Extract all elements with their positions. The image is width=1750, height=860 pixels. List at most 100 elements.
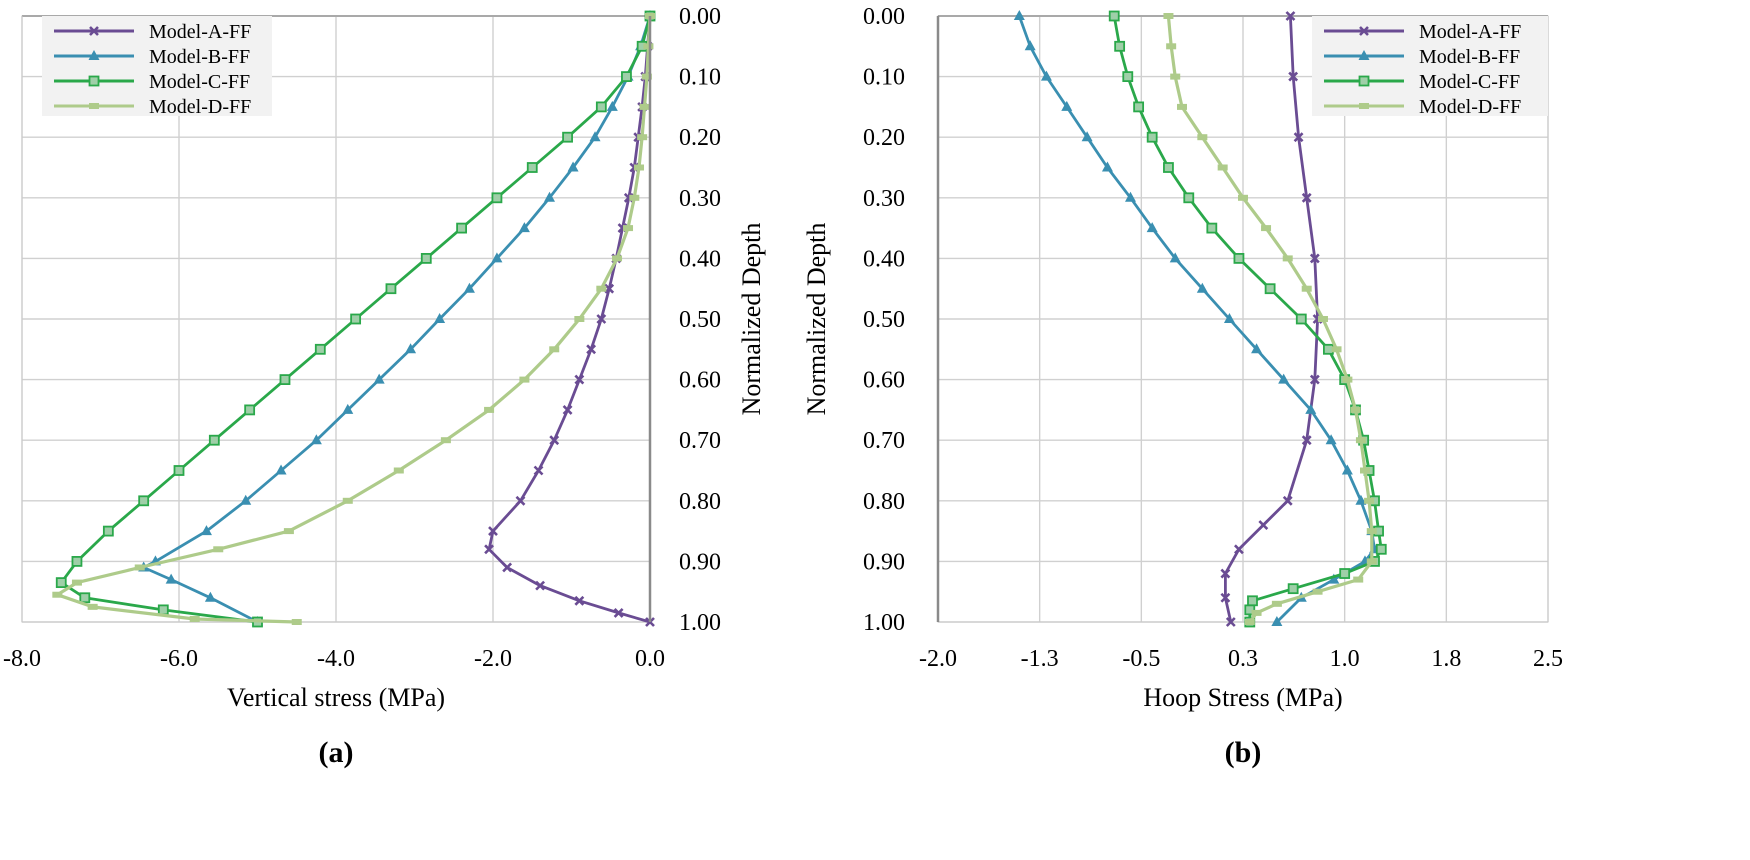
- panel-b-point-Model-D-FF-18: [1366, 558, 1377, 565]
- panel-b-point-Model-A-FF-2: [1293, 132, 1304, 143]
- panel-a-series-Model-D-FF: [52, 13, 655, 625]
- panel-b-point-Model-D-FF-3: [1177, 103, 1187, 110]
- panel-a-point-Model-C-FF-11: [314, 343, 326, 355]
- panel-a-y-tick-4: 0.40: [679, 246, 721, 272]
- panel-a-point-Model-A-FF-17: [488, 526, 498, 537]
- panel-a-point-Model-D-FF-6: [629, 194, 640, 201]
- panel-b-point-Model-D-FF-17: [1366, 528, 1377, 535]
- panel-b-point-Model-B-FF-11: [1251, 343, 1263, 354]
- panel-b-legend-marker-Model-A-FF: [1359, 26, 1369, 36]
- panel-a-series-line-Model-A-FF: [487, 15, 652, 624]
- panel-a-point-Model-C-FF-18: [71, 556, 83, 567]
- panel-a-series: [52, 10, 656, 628]
- panel-a-x-tick-2: -4.0: [317, 646, 355, 672]
- panel-b-point-Model-B-FF-9: [1196, 282, 1208, 293]
- panel-b-point-Model-D-FF-13: [1350, 406, 1361, 413]
- panel-b-point-Model-B-FF-15: [1341, 464, 1353, 475]
- panel-b-point-Model-B-FF-3: [1061, 100, 1073, 111]
- panel-b-series-Model-D-FF: [1163, 13, 1377, 625]
- panel-b-legend-label-Model-D-FF: Model-D-FF: [1419, 96, 1521, 118]
- panel-b-point-Model-B-FF-7: [1146, 222, 1158, 233]
- panel-b-point-Model-C-FF-8: [1233, 252, 1245, 264]
- panel-a-legend-label-Model-B-FF: Model-B-FF: [149, 46, 250, 68]
- panel-b-legend-label-Model-C-FF: Model-C-FF: [1419, 71, 1520, 93]
- panel-b-point-Model-B-FF-8: [1169, 252, 1181, 263]
- panel-a-point-Model-D-FF-11: [549, 346, 560, 353]
- panel-b-legend-box: [1312, 16, 1548, 116]
- panel-b-point-Model-B-FF-6: [1124, 191, 1136, 202]
- panel-a-legend: Model-A-FF Model-B-FF Model-C-FF Model-D-FF: [42, 16, 272, 118]
- panel-b-x-tick-2: -0.5: [1122, 646, 1160, 672]
- panel-a-point-Model-C-FF-8: [420, 252, 432, 264]
- panel-b-point-Model-B-FF-13: [1305, 403, 1317, 414]
- panel-b-point-Model-C-FF-10: [1295, 313, 1307, 325]
- panel-a-legend-entry-Model-B-FF: Model-B-FF: [54, 46, 250, 68]
- panel-a-point-Model-D-FF-1: [643, 43, 654, 50]
- panel-a-y-tick-1: 0.10: [679, 65, 721, 91]
- panel-b-legend-entry-Model-C-FF: Model-C-FF: [1324, 71, 1520, 93]
- panel-a-point-Model-D-FF-9: [596, 285, 607, 292]
- panel-a-point-Model-C-FF-4: [562, 131, 573, 143]
- panel-b-point-Model-D-FF-2: [1170, 73, 1181, 80]
- panel-b-point-Model-D-FF-7: [1261, 225, 1272, 232]
- panel-b-point-Model-C-FF-21: [1287, 583, 1299, 595]
- panel-b-point-Model-B-FF-20: [1328, 573, 1340, 584]
- panel-b-y-tick-8: 0.80: [863, 489, 905, 515]
- panel-a-point-Model-B-FF-10: [434, 313, 446, 323]
- panel-a-point-Model-C-FF-10: [350, 313, 362, 325]
- panel-b-point-Model-D-FF-0: [1163, 13, 1174, 19]
- panel-a-point-Model-C-FF-17: [102, 525, 114, 537]
- panel-b-y-axis-label: Normalized Depth: [802, 223, 831, 416]
- panel-a-point-Model-D-FF-13: [484, 406, 495, 413]
- panel-b-point-Model-D-FF-6: [1238, 194, 1248, 201]
- panel-b-point-Model-D-FF-23: [1244, 619, 1255, 625]
- panel-b-x-axis-label: Hoop Stress (MPa): [1143, 683, 1342, 712]
- panel-a-vertical-stress: -8.0 -6.0 -4.0 -2.0 0.0 0.00 0.10 0.20 0.30 0.40…: [3, 4, 766, 769]
- panel-a-point-Model-C-FF-2: [621, 71, 632, 82]
- panel-b-hoop-stress: -2.0 -1.3 -0.5 0.3 1.0 1.8 2.5 0.00 0.10 0.20 0.3…: [802, 4, 1563, 769]
- panel-a-point-Model-A-FF-10: [596, 314, 607, 324]
- panel-a-point-Model-C-FF-15: [173, 465, 185, 476]
- panel-a-point-Model-B-FF-15: [275, 464, 287, 475]
- panel-b-y-tick-3: 0.30: [863, 186, 905, 212]
- panel-a-point-Model-C-FF-20: [79, 592, 91, 604]
- panel-a-y-tick-7: 0.70: [679, 428, 721, 454]
- panel-b-legend-marker-Model-D-FF: [1359, 103, 1369, 109]
- panel-a-point-Model-D-FF-23: [189, 615, 200, 622]
- panel-b-y-tick-2: 0.20: [863, 125, 905, 151]
- panel-a-point-Model-B-FF-9: [463, 282, 475, 293]
- panel-a-y-tick-5: 0.50: [679, 307, 721, 333]
- panel-b-series-line-Model-D-FF: [1166, 15, 1374, 623]
- panel-a-point-Model-D-FF-8: [612, 255, 623, 262]
- panel-b-x-tick-4: 1.0: [1330, 646, 1360, 672]
- panel-b-legend-entry-Model-B-FF: Model-B-FF: [1324, 46, 1520, 68]
- panel-b-point-Model-C-FF-3: [1133, 101, 1145, 113]
- panel-b-point-Model-C-FF-18: [1375, 543, 1387, 555]
- panel-a-legend-entry-Model-A-FF: Model-A-FF: [54, 21, 251, 43]
- panel-a-point-Model-C-FF-9: [385, 283, 397, 295]
- panel-a-y-axis-label: Normalized Depth: [737, 223, 766, 416]
- panel-a-point-Model-D-FF-10: [574, 316, 585, 322]
- panel-a-y-tick-0: 0.00: [679, 4, 721, 30]
- panel-a-point-Model-D-FF-21: [52, 591, 63, 598]
- panel-b-legend-entry-Model-A-FF: Model-A-FF: [1324, 21, 1521, 43]
- panel-b-y-tick-0: 0.00: [863, 4, 905, 30]
- panel-b-point-Model-D-FF-5: [1217, 164, 1228, 171]
- panel-a-x-tick-0: -8.0: [3, 646, 41, 672]
- panel-b-legend-marker-Model-C-FF: [1358, 75, 1370, 87]
- panel-a-y-tick-9: 0.90: [679, 549, 721, 575]
- panel-a-legend-entry-Model-C-FF: Model-C-FF: [54, 71, 250, 93]
- panel-a-point-Model-D-FF-16: [342, 497, 353, 504]
- panel-a-point-Model-D-FF-22: [87, 603, 98, 610]
- panel-a-point-Model-D-FF-15: [393, 467, 404, 474]
- panel-b-y-tick-1: 0.10: [863, 65, 905, 91]
- panel-b-point-Model-D-FF-15: [1360, 467, 1370, 474]
- panel-b-point-Model-D-FF-19: [1353, 576, 1364, 583]
- panel-a-point-Model-B-FF-8: [491, 252, 503, 263]
- panel-b-point-Model-D-FF-8: [1282, 255, 1293, 262]
- panel-b-point-Model-B-FF-4: [1081, 131, 1093, 142]
- panel-a-legend-marker-Model-C-FF: [88, 75, 100, 87]
- panel-b-point-Model-D-FF-22: [1251, 609, 1262, 616]
- panel-b-point-Model-B-FF-16: [1355, 494, 1367, 505]
